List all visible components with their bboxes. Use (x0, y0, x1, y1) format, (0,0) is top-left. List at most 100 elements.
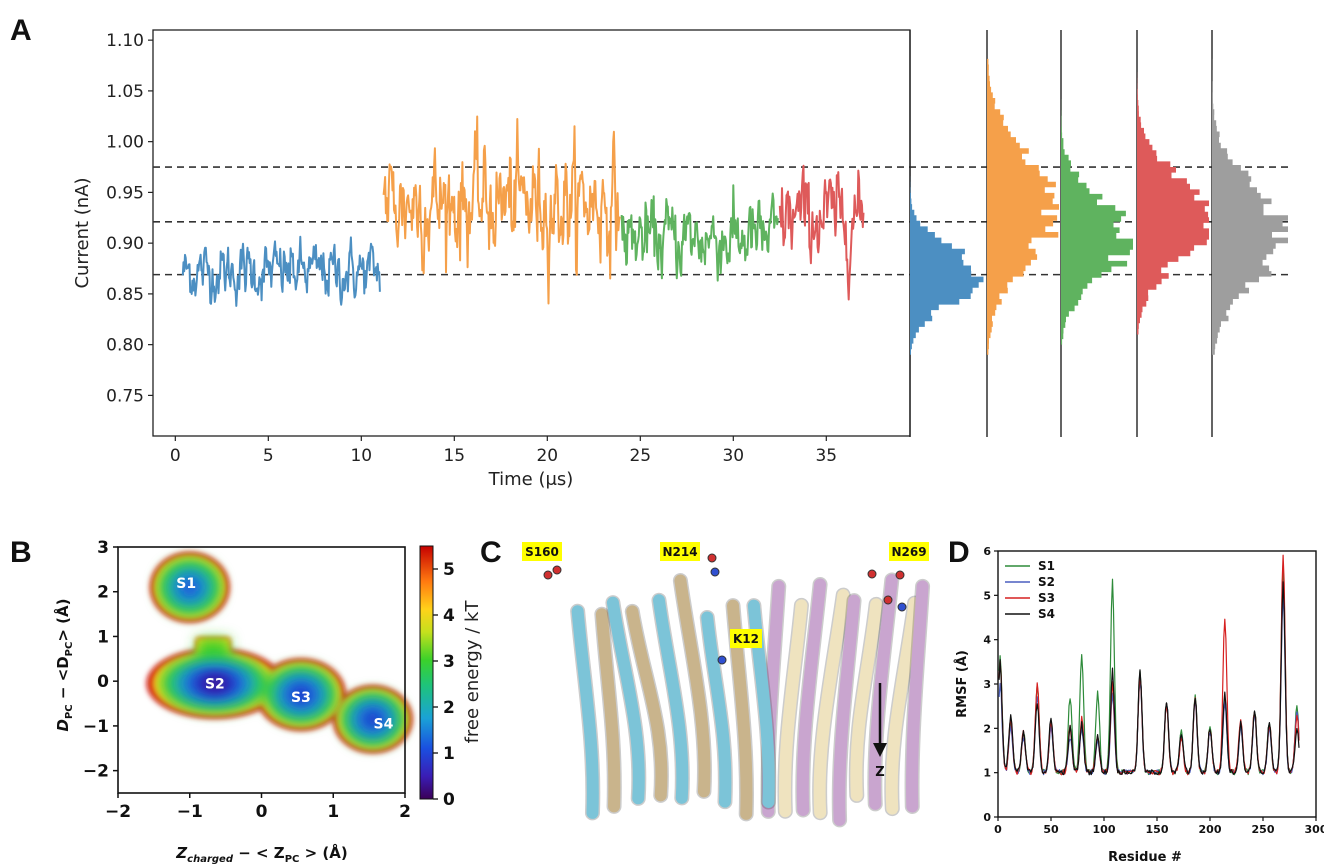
d-x-tick-label: 250 (1252, 823, 1275, 836)
d-y-tick-label: 1 (983, 767, 991, 780)
d-y-tick-label: 0 (983, 811, 991, 824)
b-y-tick-label: −2 (83, 762, 109, 782)
legend-label-s2: S2 (1038, 575, 1055, 589)
ribbon-strand (796, 578, 827, 816)
trace-series-4 (778, 164, 865, 301)
d-x-tick-label: 150 (1146, 823, 1169, 836)
b-y-tick-label: −1 (83, 717, 109, 737)
sidechain-atom (895, 570, 905, 580)
colorbar-tick-label: 0 (443, 790, 455, 810)
ribbon-strand (778, 599, 808, 818)
colorbar-tick-label: 4 (443, 606, 455, 626)
state-labels: S1 S2 S3 S4 (176, 576, 393, 733)
sidechain-atom (710, 567, 720, 577)
panel-d-x-axis-label: Residue # (1108, 850, 1182, 865)
panel-b-free-energy-map: −2 −1 0 1 2 −2 −1 0 1 2 3 S1 S2 S3 S4 Zcharged − < ZP… (53, 538, 483, 865)
ribbon-strand (885, 597, 921, 815)
sidechain-atom (897, 602, 907, 612)
protein-structure: S160 N214 N269 K12 Z (522, 542, 931, 828)
colorbar-ticks: 0 1 2 3 4 5 (433, 560, 455, 810)
x-tick-label: 20 (536, 446, 558, 466)
d-x-tick-label: 200 (1199, 823, 1222, 836)
histogram-bars (910, 165, 984, 355)
y-tick-label: 0.95 (106, 183, 144, 203)
panel-label-c: C (480, 536, 502, 569)
histogram-3 (1060, 30, 1133, 437)
trace-series-1 (181, 235, 381, 307)
d-y-tick-label: 4 (983, 634, 991, 647)
colorbar-tick-label: 2 (443, 698, 455, 718)
state-label-s4: S4 (374, 717, 394, 733)
b-x-tick-label: −2 (105, 802, 131, 822)
y-tick-label: 1.05 (106, 82, 144, 102)
histogram-1 (909, 30, 984, 437)
x-tick-label: 0 (170, 446, 181, 466)
ribbon-strand (652, 594, 689, 804)
b-y-tick-label: 1 (97, 627, 109, 647)
energy-level-8 (201, 676, 375, 721)
histogram-5 (1211, 30, 1288, 437)
sidechain-atom (883, 595, 893, 605)
svg-text:N214: N214 (662, 545, 697, 559)
rmsf-series-s4 (998, 581, 1300, 776)
ribbon-strand (850, 598, 883, 802)
panel-b-ticks: −2 −1 0 1 2 −2 −1 0 1 2 3 (83, 538, 411, 822)
b-x-tick-label: 2 (399, 802, 411, 822)
colorbar-tick-label: 1 (443, 744, 455, 764)
trace-series-3 (620, 184, 779, 282)
current-trace-series (181, 115, 865, 307)
panel-b-y-axis-label: DPC − <DPC> (Å) (53, 599, 75, 732)
residue-label-n269: N269 (889, 542, 929, 561)
histogram-2 (986, 30, 1059, 437)
d-y-tick-label: 5 (983, 589, 991, 602)
sidechain-atom (867, 569, 877, 579)
x-tick-label: 5 (263, 446, 274, 466)
d-x-tick-label: 300 (1305, 823, 1324, 836)
y-tick-label: 0.80 (106, 336, 144, 356)
colorbar-tick-label: 3 (443, 652, 455, 672)
residue-label-n214: N214 (660, 542, 700, 561)
ribbon-strand (833, 594, 861, 826)
structure-ribbons (543, 553, 931, 828)
y-tick-label: 1.00 (106, 133, 144, 153)
panel-a-histograms (909, 30, 1288, 437)
state-label-s1: S1 (176, 576, 196, 592)
legend-label-s3: S3 (1038, 591, 1055, 605)
ribbon-strand (906, 580, 929, 813)
b-y-tick-label: 0 (97, 672, 109, 692)
sidechain-atom (717, 655, 727, 665)
x-tick-label: 15 (443, 446, 465, 466)
x-axis-ticks: 0 5 10 15 20 25 30 35 (170, 436, 837, 466)
x-tick-label: 30 (722, 446, 744, 466)
d-x-tick-label: 50 (1043, 823, 1059, 836)
state-label-s3: S3 (291, 690, 311, 706)
y-axis-ticks: 0.75 0.80 0.85 0.90 0.95 1.00 1.05 1.10 (106, 31, 153, 406)
sidechain-atom (543, 570, 553, 580)
d-y-tick-label: 6 (983, 545, 991, 558)
d-x-tick-label: 0 (994, 823, 1002, 836)
panel-b-x-axis-label: Zcharged − < ZPC > (Å) (175, 843, 347, 865)
panel-d-legend: S1 S2 S3 S4 (1005, 559, 1055, 621)
rmsf-series (998, 554, 1300, 776)
d-y-tick-label: 2 (983, 722, 991, 735)
d-y-tick-label: 3 (983, 678, 991, 691)
colorbar-label: free energy / kT (462, 600, 483, 744)
panel-d-ticks: 0 50 100 150 200 250 300 0 1 2 3 4 5 6 (983, 545, 1324, 836)
b-x-tick-label: 0 (256, 802, 268, 822)
ribbon-strand (813, 589, 850, 819)
sidechain-atom (552, 565, 562, 575)
x-tick-label: 25 (629, 446, 651, 466)
svg-text:N269: N269 (891, 545, 926, 559)
histogram-bars (1137, 72, 1209, 335)
y-tick-label: 0.75 (106, 386, 144, 406)
state-label-s2: S2 (205, 676, 225, 692)
ribbon-strand (701, 611, 732, 808)
svg-text:K12: K12 (733, 632, 759, 646)
colorbar-tick-label: 5 (443, 560, 455, 580)
ribbon-strand (626, 605, 668, 802)
ribbon-strand (571, 605, 599, 819)
z-axis-arrow: Z (873, 683, 887, 780)
y-axis-label: Current (nA) (72, 177, 93, 288)
x-tick-label: 35 (815, 446, 837, 466)
